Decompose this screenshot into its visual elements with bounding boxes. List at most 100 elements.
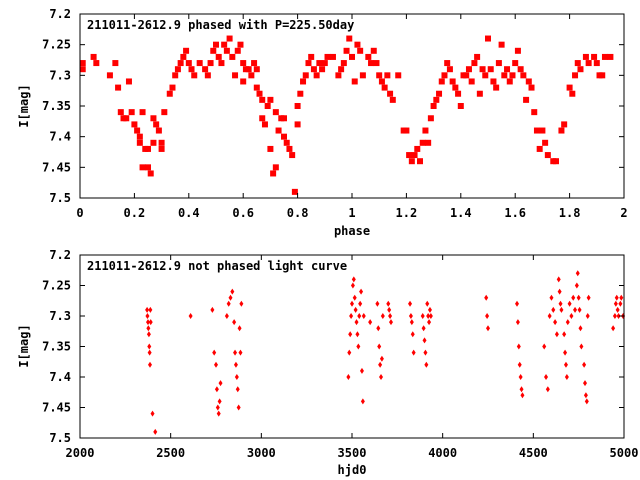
phased-data-point bbox=[533, 127, 540, 134]
unphased-data-point bbox=[233, 349, 238, 356]
phased-data-point bbox=[281, 133, 287, 140]
unphased-data-point bbox=[236, 404, 241, 411]
unphased-data-point bbox=[579, 343, 584, 350]
phased-data-point bbox=[117, 109, 124, 116]
phased-data-point bbox=[485, 35, 491, 42]
phased-data-point bbox=[79, 60, 86, 67]
phased-data-point bbox=[272, 109, 279, 116]
unphased-data-point bbox=[409, 319, 414, 326]
phased-data-point bbox=[275, 127, 282, 134]
phased-data-point bbox=[259, 115, 266, 122]
unphased-data-point bbox=[352, 294, 357, 301]
phased-data-point bbox=[248, 72, 255, 79]
unphased-data-point bbox=[224, 313, 229, 319]
phased-data-point bbox=[539, 127, 546, 134]
unphased-data-point bbox=[557, 288, 562, 295]
unphased-data-point bbox=[486, 325, 490, 332]
unphased-data-point bbox=[348, 331, 353, 338]
phased-data-point bbox=[223, 47, 230, 54]
phased-data-point bbox=[593, 60, 600, 67]
phased-data-point bbox=[465, 66, 472, 73]
phased-data-point bbox=[329, 53, 336, 60]
unphased-data-point bbox=[517, 361, 522, 368]
phased-data-point bbox=[357, 47, 364, 54]
phased-data-point bbox=[256, 90, 263, 97]
phased-data-point bbox=[169, 84, 176, 91]
phased-data-point bbox=[229, 53, 236, 60]
unphased-data-point bbox=[346, 374, 351, 380]
unphased-data-point bbox=[217, 398, 222, 405]
phased-x-tick-label: 1.2 bbox=[396, 206, 418, 220]
unphased-data-point bbox=[427, 306, 432, 313]
unphased-data-point bbox=[351, 276, 356, 283]
phased-data-point bbox=[408, 158, 415, 165]
phased-data-point bbox=[283, 139, 290, 146]
phased-data-point bbox=[585, 60, 592, 67]
phased-data-point bbox=[403, 127, 410, 134]
unphased-data-point bbox=[611, 325, 616, 332]
unphased-data-point bbox=[188, 313, 193, 319]
unphased-data-point bbox=[379, 355, 384, 362]
phased-data-point bbox=[123, 115, 130, 122]
phased-x-tick-label: 1.6 bbox=[504, 206, 526, 220]
unphased-data-point bbox=[578, 325, 583, 332]
phased-data-point bbox=[218, 60, 225, 67]
unphased-x-tick-label: 3000 bbox=[247, 446, 276, 460]
phased-data-point bbox=[125, 78, 132, 85]
unphased-data-point bbox=[618, 300, 623, 307]
phased-data-point bbox=[487, 66, 494, 73]
phased-data-point bbox=[414, 145, 421, 152]
phased-data-point bbox=[196, 60, 203, 67]
phased-data-point bbox=[389, 96, 396, 103]
phased-data-point bbox=[427, 115, 434, 122]
phased-data-point bbox=[474, 53, 481, 60]
unphased-data-point bbox=[542, 343, 547, 350]
phased-data-point bbox=[131, 121, 138, 128]
unphased-data-point bbox=[422, 337, 427, 344]
phased-data-point bbox=[174, 66, 181, 73]
unphased-data-point bbox=[425, 300, 430, 307]
unphased-chart: 2000 2500 3000 3500 4000 4500 5000 7.27.257.37… bbox=[17, 248, 638, 477]
unphased-chart-title: 211011-2612.9 not phased light curve bbox=[87, 259, 347, 273]
phased-data-point bbox=[134, 127, 141, 134]
unphased-data-point bbox=[388, 313, 393, 319]
unphased-data-point bbox=[387, 306, 392, 313]
unphased-data-point bbox=[544, 374, 549, 380]
unphased-data-point bbox=[150, 410, 155, 417]
phased-data-point bbox=[188, 66, 195, 73]
unphased-data-point bbox=[375, 300, 380, 307]
phased-data-point bbox=[294, 121, 301, 128]
unphased-data-point bbox=[421, 325, 426, 332]
phased-data-point bbox=[310, 66, 317, 73]
unphased-data-point bbox=[210, 306, 215, 313]
phased-data-point bbox=[240, 78, 247, 85]
unphased-data-point bbox=[377, 343, 382, 350]
unphased-x-tick-label: 5000 bbox=[610, 446, 639, 460]
phased-data-point bbox=[577, 66, 584, 73]
phased-data-point bbox=[319, 66, 326, 73]
phased-data-point bbox=[359, 72, 366, 79]
unphased-y-tick-label: 7.3 bbox=[49, 309, 71, 323]
phased-y-ticks: 7.2 7.25 7.3 7.35 7.4 7.45 7.5 bbox=[42, 7, 624, 205]
phased-data-point bbox=[202, 66, 209, 73]
phased-data-point bbox=[308, 53, 315, 60]
phased-data-point bbox=[139, 109, 146, 116]
unphased-data-point bbox=[585, 313, 590, 319]
phased-data-point bbox=[291, 188, 298, 195]
unphased-data-point bbox=[408, 313, 413, 319]
phased-data-point bbox=[471, 60, 478, 67]
phased-data-point bbox=[183, 47, 190, 54]
phased-data-point bbox=[525, 78, 532, 85]
phased-data-point bbox=[253, 66, 260, 73]
unphased-data-point bbox=[554, 331, 559, 338]
unphased-data-point bbox=[485, 313, 490, 319]
unphased-y-tick-label: 7.5 bbox=[49, 431, 71, 445]
unphased-data-point bbox=[519, 386, 524, 393]
phased-data-point bbox=[601, 53, 608, 60]
phased-x-tick-label: 0.8 bbox=[287, 206, 309, 220]
phased-data-point bbox=[387, 90, 394, 97]
phased-data-point bbox=[177, 60, 184, 67]
phased-data-point bbox=[324, 53, 331, 60]
phased-data-point bbox=[536, 145, 543, 152]
phased-data-point bbox=[441, 72, 448, 79]
